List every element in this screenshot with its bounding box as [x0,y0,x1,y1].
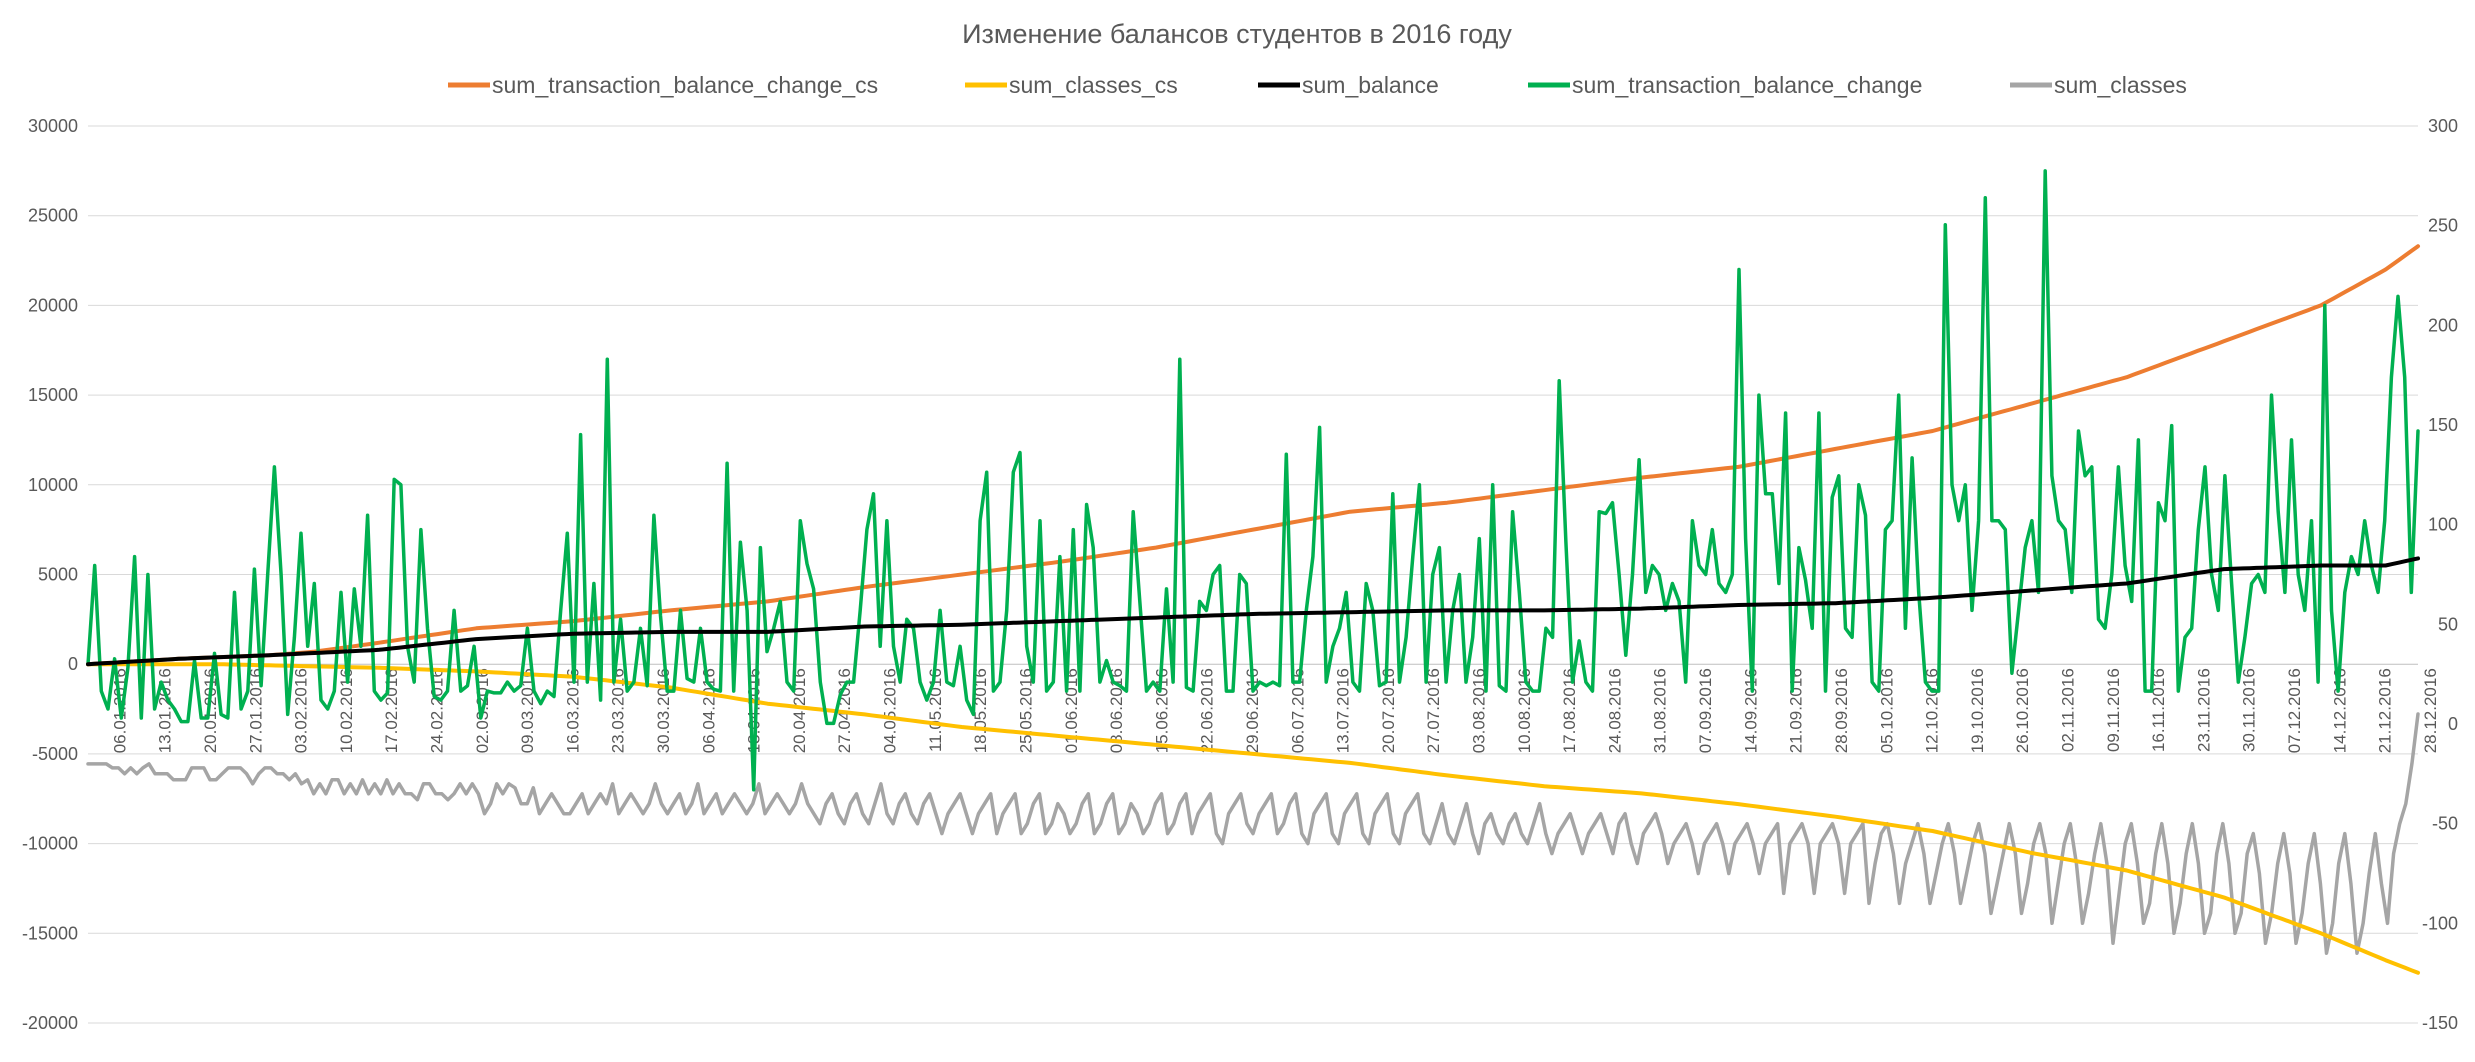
y-left-tick-label: 0 [68,654,78,674]
chart-legend: sum_transaction_balance_change_cs sum_cla… [448,72,2187,98]
x-tick-label: 10.02.2016 [337,668,356,753]
x-tick-label: 02.11.2016 [2059,668,2078,752]
x-tick-label: 27.07.2016 [1424,668,1443,753]
x-tick-label: 16.11.2016 [2149,668,2168,752]
y-left-tick-label: 30000 [28,116,78,136]
x-tick-label: 27.01.2016 [246,668,265,753]
x-tick-label: 17.02.2016 [382,668,401,753]
x-tick-label: 06.04.2016 [699,668,718,753]
x-tick-label: 09.11.2016 [2104,668,2123,752]
y-left-tick-label: -15000 [22,923,78,943]
y-right-tick-label: -150 [2422,1013,2458,1033]
legend-label: sum_classes [2054,72,2187,98]
x-tick-label: 21.09.2016 [1787,668,1806,753]
x-tick-label: 24.08.2016 [1605,668,1624,753]
y-axis-right: 300 250 200 150 100 50 0 -50 -100 -150 [2422,116,2458,1033]
x-tick-label: 05.10.2016 [1877,668,1896,753]
y-right-tick-label: 150 [2428,415,2458,435]
y-axis-left: 30000 25000 20000 15000 10000 5000 0 -5000 -1000… [22,116,78,1033]
y-left-tick-label: 10000 [28,475,78,495]
x-tick-label: 28.12.2016 [2421,668,2440,753]
chart-title: Изменение балансов студентов в 2016 году [962,19,1512,49]
y-left-tick-label: -5000 [32,744,78,764]
x-tick-label: 14.12.2016 [2330,668,2349,753]
x-tick-label: 20.01.2016 [201,668,220,753]
series-line-sum-balance [86,556,2420,667]
x-tick-label: 10.08.2016 [1515,668,1534,753]
y-left-tick-label: -20000 [22,1013,78,1033]
series-line-sum-classes [86,712,2420,955]
x-tick-label: 14.09.2016 [1741,668,1760,753]
legend-label: sum_transaction_balance_change [1572,72,1922,98]
series-group [86,169,2420,975]
y-right-tick-label: -100 [2422,913,2458,933]
x-tick-label: 23.11.2016 [2194,668,2213,752]
y-right-tick-label: 200 [2428,315,2458,335]
legend-label: sum_transaction_balance_change_cs [492,72,878,98]
x-tick-label: 30.11.2016 [2240,668,2259,752]
x-tick-label: 08.06.2016 [1107,668,1126,753]
x-tick-label: 26.10.2016 [2013,668,2032,753]
x-tick-label: 31.08.2016 [1651,668,1670,753]
y-left-tick-label: 5000 [38,565,78,585]
y-right-tick-label: 100 [2428,515,2458,535]
x-tick-label: 07.09.2016 [1696,668,1715,753]
series-line-sum-transaction-balance-change [86,169,2420,792]
y-right-tick-label: -50 [2432,814,2458,834]
x-tick-label: 16.03.2016 [563,668,582,753]
y-right-tick-label: 300 [2428,116,2458,136]
y-left-tick-label: 25000 [28,206,78,226]
x-tick-label: 06.07.2016 [1288,668,1307,753]
series-line-sum-transaction-balance-change-cs [86,244,2420,667]
x-tick-label: 29.06.2016 [1243,668,1262,753]
x-tick-label: 24.02.2016 [428,668,447,753]
y-left-tick-label: 20000 [28,295,78,315]
x-tick-label: 07.12.2016 [2285,668,2304,753]
x-tick-label: 28.09.2016 [1832,668,1851,753]
legend-label: sum_classes_cs [1009,72,1178,98]
x-tick-label: 03.02.2016 [292,668,311,753]
x-tick-label: 21.12.2016 [2376,668,2395,753]
x-tick-label: 03.08.2016 [1470,668,1489,753]
x-tick-label: 13.07.2016 [1334,668,1353,753]
x-tick-label: 13.01.2016 [156,668,175,753]
x-tick-label: 19.10.2016 [1968,668,1987,753]
x-tick-label: 04.05.2016 [881,668,900,753]
legend-label: sum_balance [1302,72,1439,98]
y-right-tick-label: 250 [2428,216,2458,236]
x-tick-label: 20.07.2016 [1379,668,1398,753]
y-left-tick-label: -10000 [22,834,78,854]
y-right-tick-label: 0 [2448,714,2458,734]
x-tick-label: 30.03.2016 [654,668,673,753]
x-tick-label: 17.08.2016 [1560,668,1579,753]
y-left-tick-label: 15000 [28,385,78,405]
x-tick-label: 22.06.2016 [1198,668,1217,753]
y-right-tick-label: 50 [2438,614,2458,634]
x-tick-label: 23.03.2016 [609,668,628,753]
